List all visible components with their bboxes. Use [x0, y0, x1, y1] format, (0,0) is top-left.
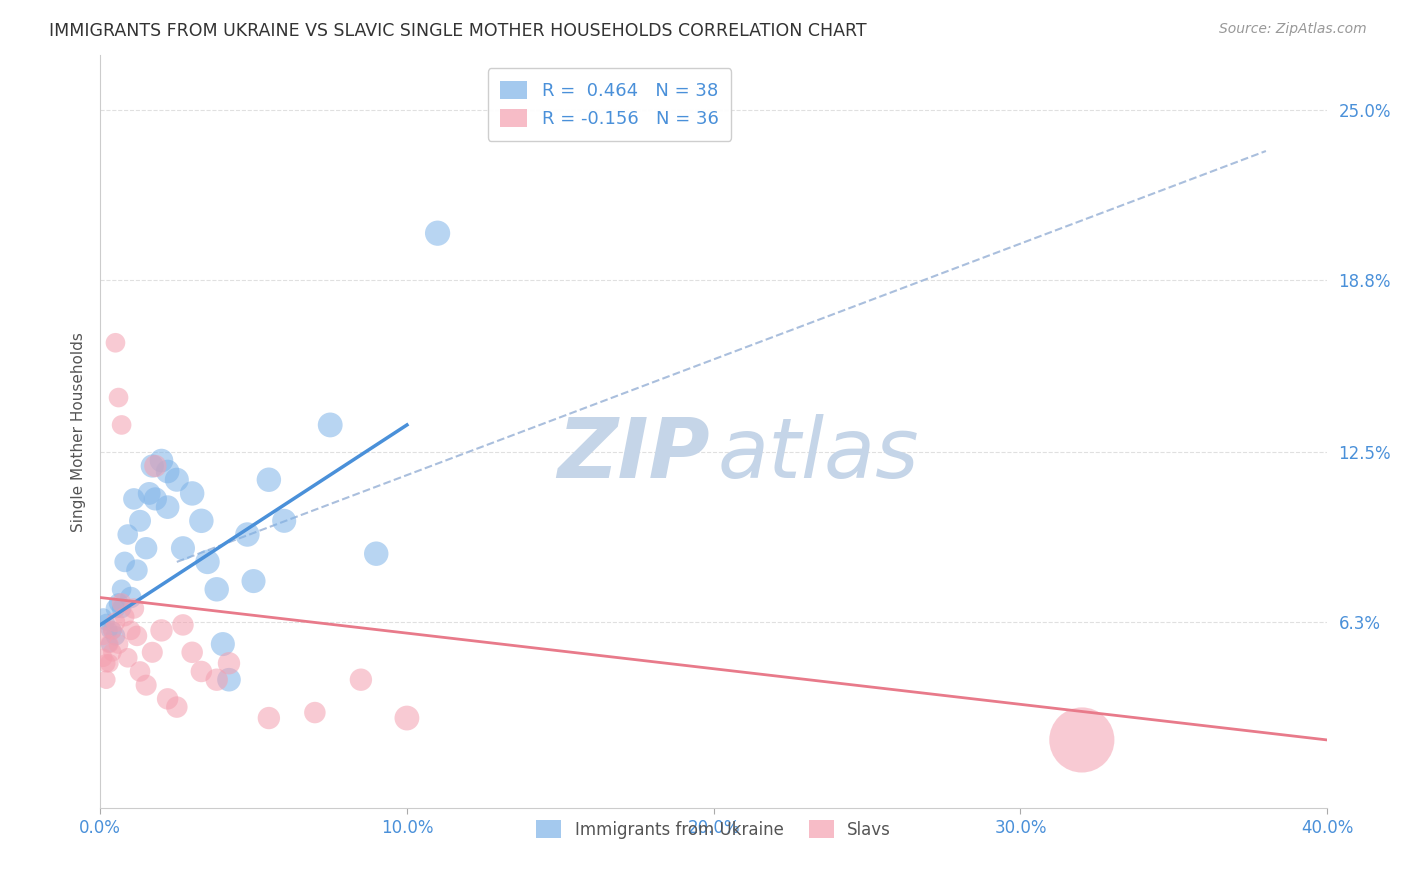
Point [304, 706, 326, 720]
Point [98, 657, 121, 671]
Point [141, 458, 163, 473]
Point [242, 574, 264, 588]
Point [110, 601, 132, 615]
Point [125, 563, 148, 577]
Point [104, 629, 127, 643]
Point [205, 582, 228, 597]
Point [98, 637, 121, 651]
Point [366, 547, 388, 561]
Text: IMMIGRANTS FROM UKRAINE VS SLAVIC SINGLE MOTHER HOUSEHOLDS CORRELATION CHART: IMMIGRANTS FROM UKRAINE VS SLAVIC SINGLE… [49, 22, 868, 40]
Point [129, 514, 152, 528]
Point [98, 637, 121, 651]
Point [166, 473, 188, 487]
Point [107, 596, 129, 610]
Text: atlas: atlas [717, 414, 920, 495]
Point [125, 629, 148, 643]
Point [101, 624, 124, 638]
Point [120, 624, 142, 638]
Point [156, 691, 179, 706]
Point [110, 596, 132, 610]
Point [197, 555, 219, 569]
Point [141, 645, 163, 659]
Point [104, 601, 127, 615]
Point [96, 673, 118, 687]
Point [91, 629, 114, 643]
Point [114, 609, 136, 624]
Text: ZIP: ZIP [557, 414, 710, 495]
Point [107, 637, 129, 651]
Point [101, 645, 124, 659]
Point [211, 637, 233, 651]
Point [1070, 733, 1092, 747]
Point [104, 335, 127, 350]
Point [101, 624, 124, 638]
Point [114, 555, 136, 569]
Point [150, 624, 173, 638]
Point [426, 226, 449, 240]
Point [138, 486, 160, 500]
Point [110, 582, 132, 597]
Point [257, 711, 280, 725]
Point [91, 609, 114, 624]
Point [273, 514, 295, 528]
Point [350, 673, 373, 687]
Y-axis label: Single Mother Households: Single Mother Households [72, 332, 86, 532]
Point [143, 491, 166, 506]
Point [236, 527, 259, 541]
Point [190, 665, 212, 679]
Point [96, 657, 118, 671]
Point [91, 650, 114, 665]
Point [96, 615, 118, 630]
Point [181, 486, 204, 500]
Point [166, 700, 188, 714]
Point [218, 673, 240, 687]
Point [143, 458, 166, 473]
Point [117, 650, 139, 665]
Point [319, 417, 342, 432]
Point [107, 391, 129, 405]
Point [156, 465, 179, 479]
Point [122, 491, 145, 506]
Point [104, 615, 127, 630]
Point [135, 678, 157, 692]
Point [181, 645, 204, 659]
Point [98, 624, 121, 638]
Point [110, 417, 132, 432]
Point [117, 527, 139, 541]
Point [190, 514, 212, 528]
Text: Source: ZipAtlas.com: Source: ZipAtlas.com [1219, 22, 1367, 37]
Point [395, 711, 418, 725]
Point [129, 665, 152, 679]
Legend: Immigrants from Ukraine, Slavs: Immigrants from Ukraine, Slavs [530, 814, 897, 846]
Point [122, 601, 145, 615]
Point [135, 541, 157, 556]
Point [172, 541, 194, 556]
Point [120, 591, 142, 605]
Point [172, 618, 194, 632]
Point [150, 453, 173, 467]
Point [257, 473, 280, 487]
Point [156, 500, 179, 515]
Point [205, 673, 228, 687]
Point [218, 657, 240, 671]
